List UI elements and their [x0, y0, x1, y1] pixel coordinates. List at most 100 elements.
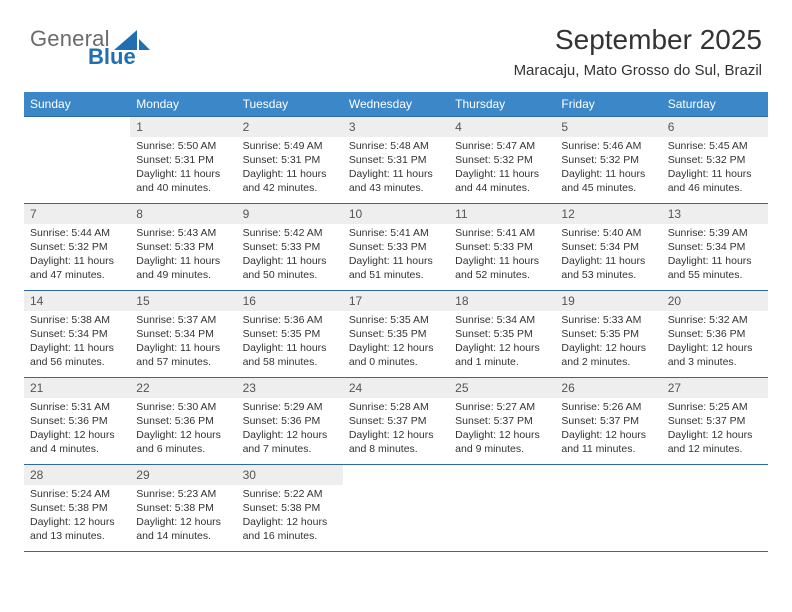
calendar-day: 19Sunrise: 5:33 AMSunset: 5:35 PMDayligh…	[555, 291, 661, 377]
day-number: 19	[555, 291, 661, 311]
calendar-day: 4Sunrise: 5:47 AMSunset: 5:32 PMDaylight…	[449, 117, 555, 203]
sunset-line: Sunset: 5:38 PM	[243, 502, 337, 516]
daylight-line: Daylight: 11 hours and 56 minutes.	[30, 342, 124, 370]
calendar-day: 29Sunrise: 5:23 AMSunset: 5:38 PMDayligh…	[130, 465, 236, 551]
day-body	[24, 137, 130, 144]
day-body: Sunrise: 5:28 AMSunset: 5:37 PMDaylight:…	[343, 398, 449, 460]
calendar-day: 18Sunrise: 5:34 AMSunset: 5:35 PMDayligh…	[449, 291, 555, 377]
sunrise-line: Sunrise: 5:25 AM	[668, 401, 762, 415]
day-body: Sunrise: 5:26 AMSunset: 5:37 PMDaylight:…	[555, 398, 661, 460]
day-number: 26	[555, 378, 661, 398]
daylight-line: Daylight: 12 hours and 4 minutes.	[30, 429, 124, 457]
daylight-line: Daylight: 12 hours and 9 minutes.	[455, 429, 549, 457]
day-number: 1	[130, 117, 236, 137]
day-number: 28	[24, 465, 130, 485]
daylight-line: Daylight: 11 hours and 45 minutes.	[561, 168, 655, 196]
sunset-line: Sunset: 5:37 PM	[455, 415, 549, 429]
daylight-line: Daylight: 12 hours and 16 minutes.	[243, 516, 337, 544]
day-number: 9	[237, 204, 343, 224]
daylight-line: Daylight: 11 hours and 53 minutes.	[561, 255, 655, 283]
calendar-week: 1Sunrise: 5:50 AMSunset: 5:31 PMDaylight…	[24, 116, 768, 203]
day-number: 8	[130, 204, 236, 224]
sunset-line: Sunset: 5:31 PM	[349, 154, 443, 168]
sunrise-line: Sunrise: 5:32 AM	[668, 314, 762, 328]
sunset-line: Sunset: 5:32 PM	[455, 154, 549, 168]
day-body: Sunrise: 5:29 AMSunset: 5:36 PMDaylight:…	[237, 398, 343, 460]
sunset-line: Sunset: 5:33 PM	[455, 241, 549, 255]
calendar-header: SundayMondayTuesdayWednesdayThursdayFrid…	[24, 92, 768, 116]
day-body: Sunrise: 5:41 AMSunset: 5:33 PMDaylight:…	[343, 224, 449, 286]
day-body: Sunrise: 5:23 AMSunset: 5:38 PMDaylight:…	[130, 485, 236, 547]
sunrise-line: Sunrise: 5:31 AM	[30, 401, 124, 415]
weekday-header: Tuesday	[237, 92, 343, 116]
day-number: 15	[130, 291, 236, 311]
daylight-line: Daylight: 12 hours and 3 minutes.	[668, 342, 762, 370]
day-body: Sunrise: 5:32 AMSunset: 5:36 PMDaylight:…	[662, 311, 768, 373]
daylight-line: Daylight: 11 hours and 49 minutes.	[136, 255, 230, 283]
sunrise-line: Sunrise: 5:43 AM	[136, 227, 230, 241]
sunset-line: Sunset: 5:37 PM	[349, 415, 443, 429]
daylight-line: Daylight: 11 hours and 44 minutes.	[455, 168, 549, 196]
calendar-day	[343, 465, 449, 551]
sunset-line: Sunset: 5:35 PM	[243, 328, 337, 342]
weekday-header: Friday	[555, 92, 661, 116]
calendar-day	[662, 465, 768, 551]
sunset-line: Sunset: 5:36 PM	[243, 415, 337, 429]
daylight-line: Daylight: 12 hours and 12 minutes.	[668, 429, 762, 457]
sunrise-line: Sunrise: 5:49 AM	[243, 140, 337, 154]
day-body: Sunrise: 5:35 AMSunset: 5:35 PMDaylight:…	[343, 311, 449, 373]
calendar-day: 25Sunrise: 5:27 AMSunset: 5:37 PMDayligh…	[449, 378, 555, 464]
calendar-day: 20Sunrise: 5:32 AMSunset: 5:36 PMDayligh…	[662, 291, 768, 377]
calendar-day: 9Sunrise: 5:42 AMSunset: 5:33 PMDaylight…	[237, 204, 343, 290]
month-title: September 2025	[514, 24, 762, 56]
day-body: Sunrise: 5:47 AMSunset: 5:32 PMDaylight:…	[449, 137, 555, 199]
day-number: 30	[237, 465, 343, 485]
calendar-day: 16Sunrise: 5:36 AMSunset: 5:35 PMDayligh…	[237, 291, 343, 377]
day-body: Sunrise: 5:36 AMSunset: 5:35 PMDaylight:…	[237, 311, 343, 373]
daylight-line: Daylight: 11 hours and 57 minutes.	[136, 342, 230, 370]
sunset-line: Sunset: 5:31 PM	[243, 154, 337, 168]
calendar: SundayMondayTuesdayWednesdayThursdayFrid…	[24, 92, 768, 552]
daylight-line: Daylight: 12 hours and 2 minutes.	[561, 342, 655, 370]
sunrise-line: Sunrise: 5:44 AM	[30, 227, 124, 241]
sunset-line: Sunset: 5:36 PM	[136, 415, 230, 429]
day-body: Sunrise: 5:45 AMSunset: 5:32 PMDaylight:…	[662, 137, 768, 199]
day-body: Sunrise: 5:37 AMSunset: 5:34 PMDaylight:…	[130, 311, 236, 373]
calendar-day: 2Sunrise: 5:49 AMSunset: 5:31 PMDaylight…	[237, 117, 343, 203]
day-body: Sunrise: 5:30 AMSunset: 5:36 PMDaylight:…	[130, 398, 236, 460]
day-number: 2	[237, 117, 343, 137]
sunset-line: Sunset: 5:35 PM	[349, 328, 443, 342]
daylight-line: Daylight: 12 hours and 13 minutes.	[30, 516, 124, 544]
sunrise-line: Sunrise: 5:36 AM	[243, 314, 337, 328]
day-number	[343, 465, 449, 485]
day-body: Sunrise: 5:27 AMSunset: 5:37 PMDaylight:…	[449, 398, 555, 460]
sunrise-line: Sunrise: 5:23 AM	[136, 488, 230, 502]
day-number: 13	[662, 204, 768, 224]
sunrise-line: Sunrise: 5:47 AM	[455, 140, 549, 154]
sunrise-line: Sunrise: 5:48 AM	[349, 140, 443, 154]
day-number: 24	[343, 378, 449, 398]
sunrise-line: Sunrise: 5:24 AM	[30, 488, 124, 502]
day-number: 14	[24, 291, 130, 311]
sunrise-line: Sunrise: 5:39 AM	[668, 227, 762, 241]
calendar-day: 28Sunrise: 5:24 AMSunset: 5:38 PMDayligh…	[24, 465, 130, 551]
calendar-day: 8Sunrise: 5:43 AMSunset: 5:33 PMDaylight…	[130, 204, 236, 290]
sunset-line: Sunset: 5:34 PM	[136, 328, 230, 342]
sunset-line: Sunset: 5:36 PM	[668, 328, 762, 342]
day-number	[449, 465, 555, 485]
weekday-header: Saturday	[662, 92, 768, 116]
sunset-line: Sunset: 5:33 PM	[243, 241, 337, 255]
day-number: 20	[662, 291, 768, 311]
daylight-line: Daylight: 11 hours and 50 minutes.	[243, 255, 337, 283]
calendar-day: 14Sunrise: 5:38 AMSunset: 5:34 PMDayligh…	[24, 291, 130, 377]
sunset-line: Sunset: 5:32 PM	[668, 154, 762, 168]
calendar-day: 6Sunrise: 5:45 AMSunset: 5:32 PMDaylight…	[662, 117, 768, 203]
day-body: Sunrise: 5:42 AMSunset: 5:33 PMDaylight:…	[237, 224, 343, 286]
day-body: Sunrise: 5:25 AMSunset: 5:37 PMDaylight:…	[662, 398, 768, 460]
daylight-line: Daylight: 12 hours and 8 minutes.	[349, 429, 443, 457]
day-body	[662, 485, 768, 492]
day-body: Sunrise: 5:31 AMSunset: 5:36 PMDaylight:…	[24, 398, 130, 460]
day-number: 12	[555, 204, 661, 224]
daylight-line: Daylight: 12 hours and 1 minute.	[455, 342, 549, 370]
day-number: 22	[130, 378, 236, 398]
